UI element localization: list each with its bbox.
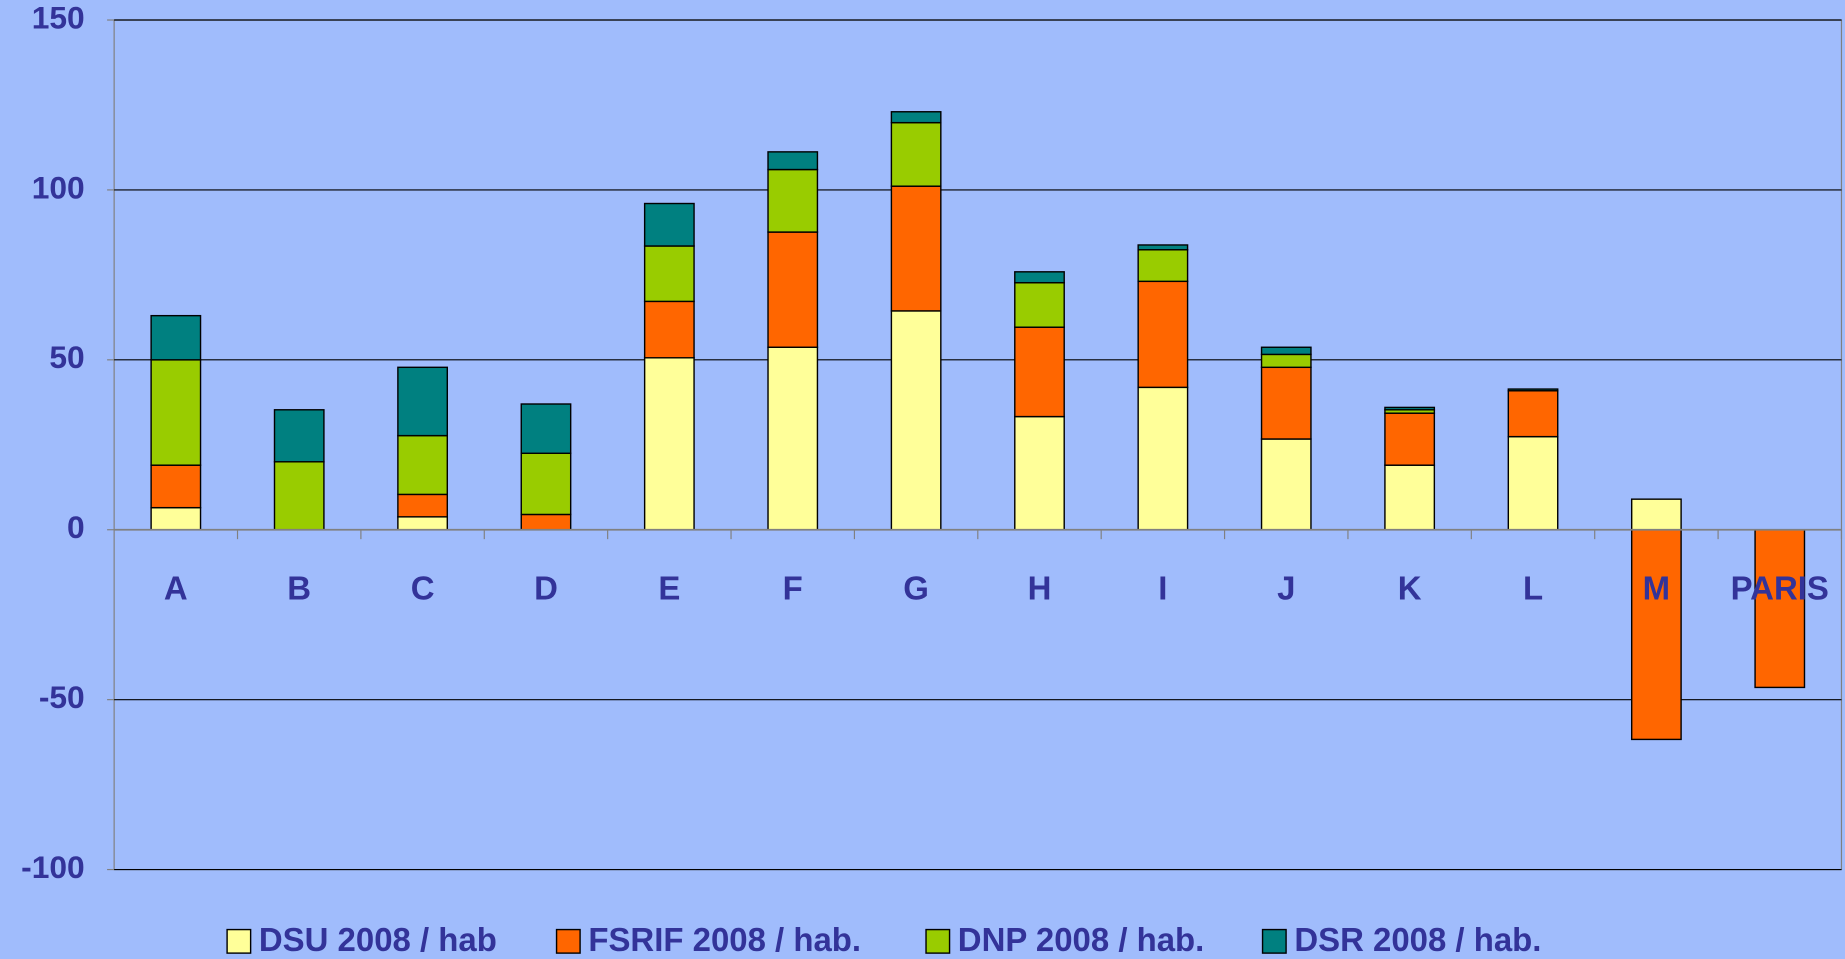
bar-segment <box>1507 435 1559 531</box>
bar-segment <box>1260 438 1312 531</box>
x-tick-label: I <box>1158 569 1167 606</box>
bar-segment <box>890 185 942 312</box>
y-tick-label: 100 <box>32 169 85 205</box>
legend-swatch <box>1261 928 1287 954</box>
legend-label: DSR 2008 / hab. <box>1294 921 1541 958</box>
bar-segment <box>1014 271 1065 284</box>
bar-segment <box>1014 326 1065 418</box>
bar-segment <box>643 357 695 531</box>
x-tick-label: E <box>658 569 680 606</box>
bar-segment <box>767 346 819 531</box>
bar-segment <box>1014 281 1065 328</box>
bar-segment <box>1137 386 1189 531</box>
bar-segment <box>890 111 942 124</box>
bar-segment <box>1507 388 1559 392</box>
bar-segment <box>397 434 449 496</box>
legend-swatch <box>226 928 252 954</box>
bar-segment <box>397 366 449 437</box>
y-tick-label: 50 <box>49 339 84 375</box>
y-tick-label: 0 <box>67 509 85 545</box>
legend-label: DNP 2008 / hab. <box>958 921 1205 958</box>
bar-segment <box>520 513 572 531</box>
x-tick-label: G <box>903 569 929 606</box>
bar-segment <box>890 310 942 531</box>
bar-segment <box>273 461 325 531</box>
legend-label: FSRIF 2008 / hab. <box>588 921 861 958</box>
bar-segment <box>890 121 942 187</box>
bar-segment <box>150 506 202 531</box>
bar-segment <box>150 359 202 466</box>
x-tick-label: K <box>1398 569 1422 606</box>
bar-segment <box>1630 498 1682 531</box>
bar-segment <box>1137 280 1189 389</box>
bar-segment <box>1384 406 1436 411</box>
x-tick-label: B <box>287 569 311 606</box>
bar-segment <box>1137 244 1189 251</box>
bar-segment <box>150 464 202 509</box>
x-tick-label: PARIS <box>1731 569 1829 606</box>
bar-segment <box>1630 529 1682 741</box>
x-tick-label: J <box>1277 569 1295 606</box>
plot-area <box>113 19 1843 871</box>
bar-segment <box>1260 346 1312 356</box>
bar-segment <box>1260 353 1312 369</box>
bar-segment <box>643 245 695 303</box>
bar-segment <box>643 300 695 359</box>
bar-segment <box>273 409 325 463</box>
x-tick-label: M <box>1643 569 1670 606</box>
bar-segment <box>1014 415 1065 531</box>
bar-segment <box>397 493 449 518</box>
x-tick-label: F <box>783 569 803 606</box>
bar-segment <box>767 151 819 171</box>
bar-segment <box>1754 529 1806 689</box>
y-tick-label: -50 <box>39 679 85 715</box>
x-tick-label: A <box>164 569 188 606</box>
bar-segment <box>767 168 819 233</box>
bar-segment <box>643 202 695 247</box>
bar-segment <box>1137 249 1189 283</box>
bar-segment <box>1507 390 1559 438</box>
x-tick-label: D <box>534 569 558 606</box>
x-tick-label: C <box>411 569 435 606</box>
x-tick-label: H <box>1028 569 1052 606</box>
legend-swatch <box>925 928 951 954</box>
bar-segment <box>397 516 449 531</box>
bar-segment <box>1384 412 1436 466</box>
bar-segment <box>1260 366 1312 440</box>
x-tick-label: L <box>1523 569 1543 606</box>
bar-segment <box>520 452 572 516</box>
legend-swatch <box>555 928 581 954</box>
bar-segment <box>150 314 202 361</box>
bar-segment <box>767 231 819 348</box>
legend-label: DSU 2008 / hab <box>259 921 497 958</box>
y-tick-label: 150 <box>32 0 85 35</box>
bar-segment <box>1384 464 1436 531</box>
bar-segment <box>520 403 572 454</box>
y-tick-label: -100 <box>21 849 85 885</box>
